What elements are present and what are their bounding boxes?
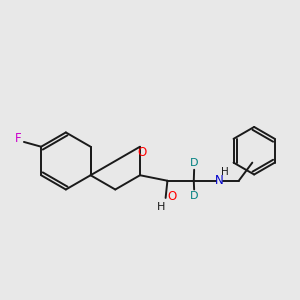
Text: D: D: [190, 158, 199, 168]
Text: F: F: [15, 132, 22, 145]
Text: H: H: [157, 202, 165, 212]
Text: O: O: [137, 146, 146, 159]
Text: D: D: [190, 191, 199, 201]
Text: O: O: [168, 190, 177, 202]
Text: N: N: [215, 174, 224, 187]
Text: H: H: [221, 167, 229, 177]
